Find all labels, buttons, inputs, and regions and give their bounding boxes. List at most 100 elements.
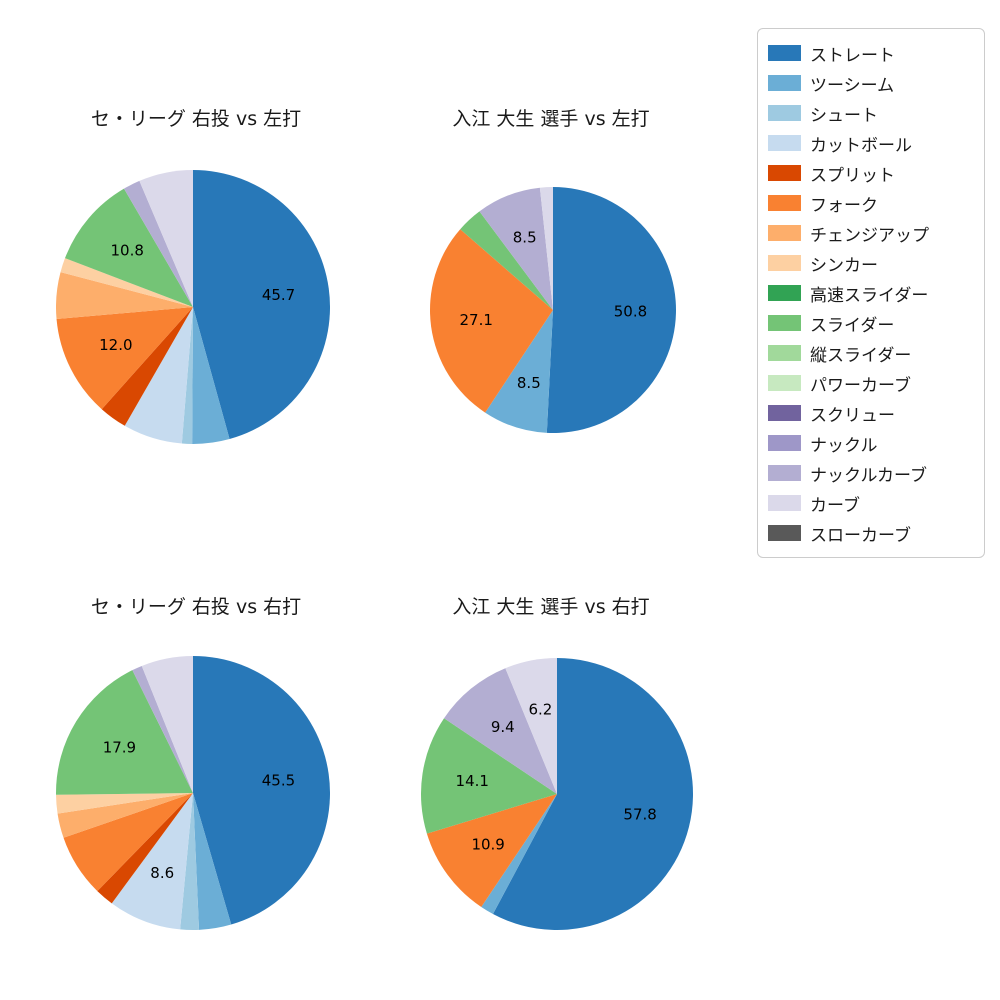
pie-chart-irie-vs-left: 50.8 8.5 27.1 8.5	[430, 187, 676, 433]
legend-item: スクリュー	[768, 398, 974, 428]
pie-value-label: 9.4	[491, 718, 515, 736]
pie-value-label: 45.7	[262, 286, 295, 304]
pie-value-label: 57.8	[623, 805, 656, 823]
legend-swatch	[768, 105, 801, 121]
pie-value-label: 8.5	[517, 374, 541, 392]
pie-slice-3	[111, 793, 193, 930]
legend-label: カットボール	[810, 135, 912, 156]
legend-item: フォーク	[768, 188, 974, 218]
pie-slice-5	[56, 307, 193, 410]
pie-slice-3	[421, 718, 557, 834]
legend-item: カットボール	[768, 128, 974, 158]
legend-swatch	[768, 75, 801, 91]
legend-label: フォーク	[810, 195, 878, 216]
pie-slice-6	[56, 272, 194, 320]
legend-item: 縦スライダー	[768, 338, 974, 368]
legend-label: 高速スライダー	[810, 285, 929, 306]
pie-slice-0	[193, 656, 330, 925]
legend-swatch	[768, 165, 801, 181]
legend-label: チェンジアップ	[810, 225, 929, 246]
legend-swatch	[768, 495, 801, 511]
legend-swatch	[768, 195, 801, 211]
legend-label: パワーカーブ	[810, 375, 911, 396]
pie-slice-8	[56, 670, 193, 795]
pie-slice-4	[479, 187, 553, 310]
pie-slice-4	[444, 668, 557, 794]
legend-swatch	[768, 375, 801, 391]
pie-slice-9	[132, 665, 193, 793]
pie-slice-1	[192, 307, 230, 444]
pie-slice-5	[539, 187, 553, 310]
pie-slice-3	[460, 211, 553, 310]
legend-item: ナックル	[768, 428, 974, 458]
legend-item: スライダー	[768, 308, 974, 338]
legend-label: スクリュー	[810, 405, 895, 426]
pie-value-label: 10.8	[110, 242, 143, 260]
chart-title-league-vs-right: セ・リーグ 右投 vs 右打	[90, 596, 302, 618]
legend-swatch	[768, 225, 801, 241]
legend-label: ナックルカーブ	[810, 465, 927, 486]
pie-slice-1	[485, 310, 553, 433]
pie-value-label: 6.2	[528, 700, 552, 718]
legend-swatch	[768, 135, 801, 151]
legend-swatch	[768, 45, 801, 61]
legend-swatch	[768, 525, 801, 541]
pie-slice-7	[56, 793, 193, 814]
pie-slice-2	[181, 307, 193, 444]
legend-item: チェンジアップ	[768, 218, 974, 248]
pie-slice-2	[426, 794, 557, 907]
legend-item: ツーシーム	[768, 68, 974, 98]
pie-chart-league-vs-left: 45.7 12.0 10.8	[56, 170, 330, 444]
legend-swatch	[768, 435, 801, 451]
pie-slice-1	[481, 794, 557, 914]
legend-item: パワーカーブ	[768, 368, 974, 398]
pie-value-label: 8.5	[513, 228, 537, 246]
legend-item: シュート	[768, 98, 974, 128]
pie-slice-0	[193, 170, 330, 440]
legend-swatch	[768, 345, 801, 361]
pie-slice-10	[141, 656, 193, 793]
legend-swatch	[768, 285, 801, 301]
pie-value-label: 8.6	[150, 864, 174, 882]
pie-slice-8	[64, 188, 193, 307]
chart-title-irie-vs-right: 入江 大生 選手 vs 右打	[452, 596, 650, 618]
legend-item: 高速スライダー	[768, 278, 974, 308]
legend-item: ストレート	[768, 38, 974, 68]
pie-slice-4	[97, 793, 193, 904]
pie-slice-5	[63, 793, 193, 892]
pie-slice-3	[124, 307, 193, 444]
legend-swatch	[768, 315, 801, 331]
pie-slice-5	[505, 658, 557, 794]
legend-label: 縦スライダー	[810, 345, 912, 366]
pie-slice-6	[57, 793, 193, 838]
pie-chart-irie-vs-right: 57.8 10.9 14.1 9.4 6.2	[421, 658, 693, 930]
pie-slice-0	[492, 658, 693, 930]
legend-item: カーブ	[768, 488, 974, 518]
pie-slice-4	[101, 307, 193, 426]
legend-label: シュート	[810, 105, 878, 126]
legend-label: ナックル	[810, 435, 878, 456]
chart-title-league-vs-left: セ・リーグ 右投 vs 左打	[90, 108, 302, 130]
legend-label: スローカーブ	[810, 525, 911, 546]
pie-slice-7	[60, 258, 193, 307]
chart-title-irie-vs-left: 入江 大生 選手 vs 左打	[452, 108, 650, 130]
pie-value-label: 50.8	[614, 302, 647, 320]
pie-chart-league-vs-right: 45.5 8.6 17.9	[56, 656, 330, 930]
pie-value-label: 27.1	[460, 311, 493, 329]
legend-item: スプリット	[768, 158, 974, 188]
pie-value-label: 12.0	[99, 336, 132, 354]
legend-swatch	[768, 465, 801, 481]
pie-value-label: 17.9	[103, 738, 136, 756]
pie-slice-2	[430, 229, 553, 413]
legend-label: スライダー	[810, 315, 895, 336]
pie-value-label: 45.5	[262, 771, 295, 789]
legend-item: スローカーブ	[768, 518, 974, 548]
legend-label: スプリット	[810, 165, 895, 186]
legend-item: シンカー	[768, 248, 974, 278]
legend: ストレート ツーシームシュートカットボール スプリットフォークチェンジアップ シンカー…	[757, 28, 985, 558]
pie-slice-9	[124, 180, 193, 307]
pie-slice-0	[546, 187, 676, 433]
pie-slice-2	[180, 793, 200, 930]
pie-value-label: 14.1	[456, 772, 489, 790]
